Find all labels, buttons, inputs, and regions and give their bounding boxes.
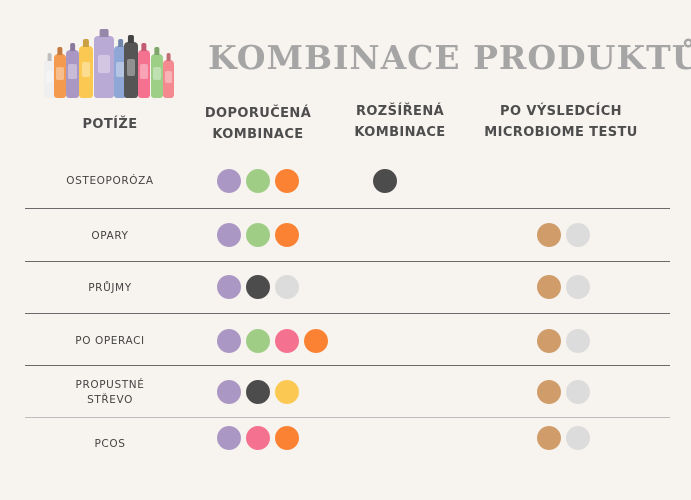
column-header-potize: POTÍŽE bbox=[60, 114, 160, 135]
row-label-propustne-strevo: PROPUSTNÉ STŘEVO bbox=[40, 378, 180, 408]
column-header-recommended-line1: DOPORUČENÁ bbox=[204, 106, 312, 121]
page-title: KOMBINACE PRODUKTŮ bbox=[208, 38, 691, 77]
lightgray-dot bbox=[566, 426, 590, 450]
lightgray-dot bbox=[566, 329, 590, 353]
row-divider bbox=[25, 417, 670, 418]
pink-dot bbox=[275, 329, 299, 353]
row-label-pcos: PCOS bbox=[94, 438, 126, 450]
pink-dot bbox=[246, 426, 270, 450]
microbiome-dots bbox=[537, 329, 590, 353]
purple-dot bbox=[217, 275, 241, 299]
bottle-icon bbox=[44, 60, 55, 98]
recommended-dots bbox=[217, 275, 299, 299]
orange-dot bbox=[275, 223, 299, 247]
column-header-microbiome-line1: PO VÝSLEDCÍCH bbox=[500, 104, 622, 119]
purple-dot bbox=[217, 169, 241, 193]
purple-dot bbox=[217, 426, 241, 450]
recommended-dots bbox=[217, 169, 299, 193]
lightgray-dot bbox=[566, 275, 590, 299]
tan-dot bbox=[537, 329, 561, 353]
orange-dot bbox=[275, 169, 299, 193]
row-divider bbox=[25, 261, 670, 262]
tan-dot bbox=[537, 426, 561, 450]
black-dot bbox=[246, 275, 270, 299]
recommended-dots bbox=[217, 223, 299, 247]
black-dot bbox=[373, 169, 397, 193]
extended-dots bbox=[373, 169, 397, 193]
bottle-icon bbox=[163, 60, 174, 98]
row-label-line2: STŘEVO bbox=[87, 394, 133, 406]
lightgray-dot bbox=[566, 380, 590, 404]
column-header-extended: ROZŠÍŘENÁ KOMBINACE bbox=[330, 101, 470, 143]
green-dot bbox=[246, 169, 270, 193]
lightgray-dot bbox=[275, 275, 299, 299]
yellow-dot bbox=[275, 380, 299, 404]
recommended-dots bbox=[217, 329, 328, 353]
lightgray-dot bbox=[566, 223, 590, 247]
bottle-icon bbox=[138, 50, 150, 98]
recommended-dots bbox=[217, 426, 299, 450]
green-dot bbox=[246, 223, 270, 247]
tan-dot bbox=[537, 223, 561, 247]
microbiome-dots bbox=[537, 380, 590, 404]
bottle-icon bbox=[124, 42, 138, 98]
column-header-extended-line1: ROZŠÍŘENÁ bbox=[355, 104, 445, 119]
tan-dot bbox=[537, 275, 561, 299]
purple-dot bbox=[217, 380, 241, 404]
row-divider bbox=[25, 208, 670, 209]
recommended-dots bbox=[217, 380, 299, 404]
bottle-icon bbox=[94, 36, 114, 98]
bottle-icon bbox=[66, 50, 79, 98]
microbiome-dots bbox=[537, 426, 590, 450]
row-label-opary: OPARY bbox=[91, 230, 129, 242]
row-label-osteoporoza: OSTEOPORÓZA bbox=[66, 175, 154, 187]
black-dot bbox=[246, 380, 270, 404]
bottle-icon bbox=[54, 54, 66, 98]
column-header-microbiome-line2: MICROBIOME TESTU bbox=[484, 125, 638, 140]
purple-dot bbox=[217, 223, 241, 247]
column-header-recommended-line2: KOMBINACE bbox=[212, 127, 304, 142]
bottle-icon bbox=[151, 54, 163, 98]
microbiome-dots bbox=[537, 275, 590, 299]
microbiome-dots bbox=[537, 223, 590, 247]
column-header-microbiome: PO VÝSLEDCÍCH MICROBIOME TESTU bbox=[476, 101, 646, 143]
purple-dot bbox=[217, 329, 241, 353]
column-header-potize-label: POTÍŽE bbox=[82, 117, 138, 132]
orange-dot bbox=[275, 426, 299, 450]
tan-dot bbox=[537, 380, 561, 404]
row-label-line1: PROPUSTNÉ bbox=[75, 379, 145, 391]
product-bottles-image bbox=[44, 30, 176, 98]
row-divider bbox=[25, 365, 670, 366]
green-dot bbox=[246, 329, 270, 353]
bottle-icon bbox=[79, 46, 93, 98]
column-header-extended-line2: KOMBINACE bbox=[354, 125, 446, 140]
row-divider bbox=[25, 313, 670, 314]
column-header-recommended: DOPORUČENÁ KOMBINACE bbox=[188, 103, 328, 145]
row-label-prujmy: PRŮJMY bbox=[88, 282, 132, 294]
row-label-po-operaci: PO OPERACI bbox=[75, 335, 145, 347]
orange-dot bbox=[304, 329, 328, 353]
